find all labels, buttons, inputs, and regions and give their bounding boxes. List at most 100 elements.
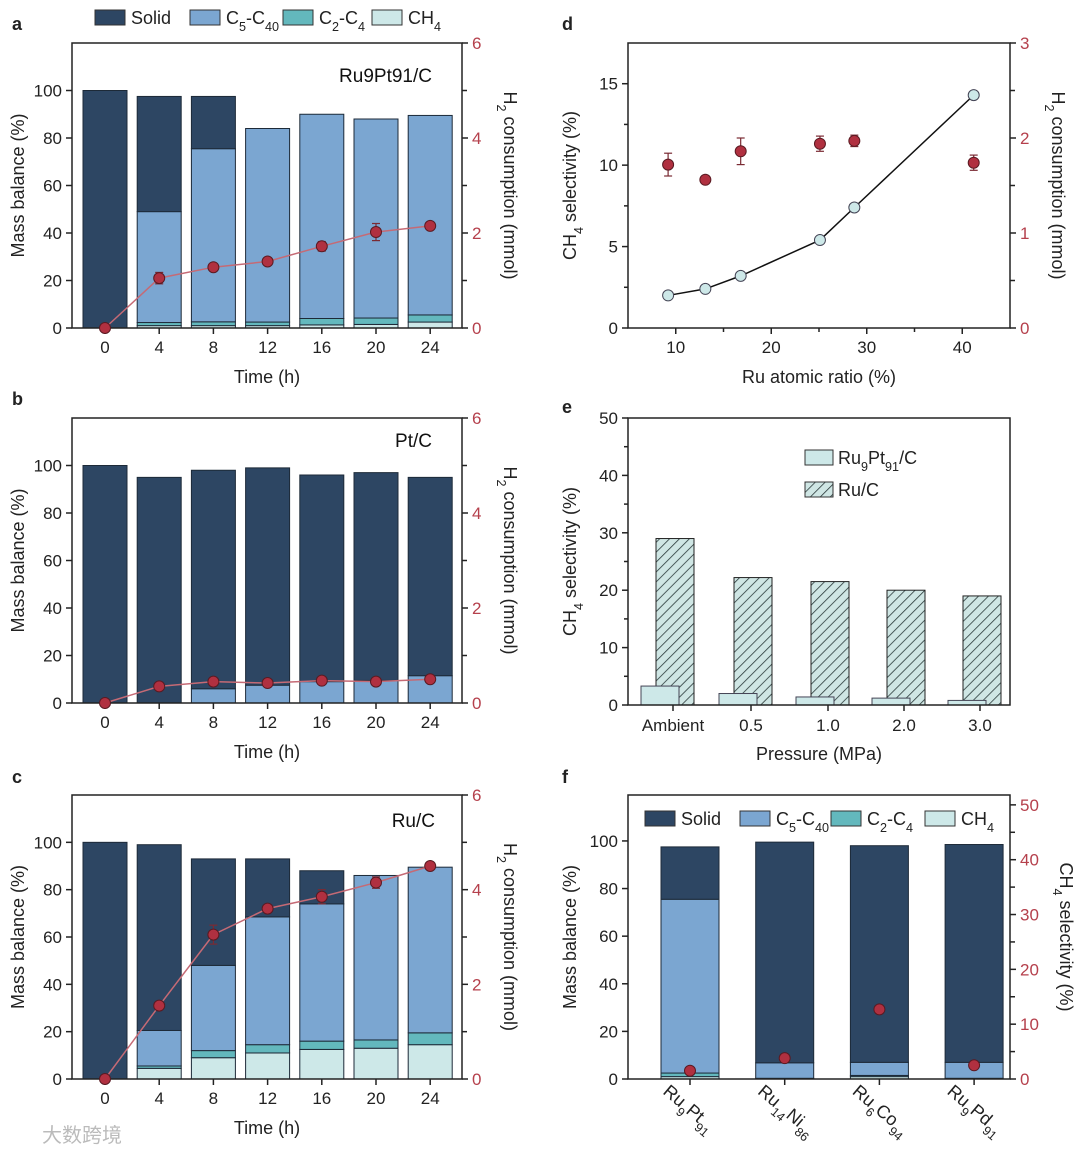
y-tick-label: 20 [599,1022,618,1041]
y-tick-label: 20 [43,272,62,291]
ch4-selectivity-point [813,234,826,247]
bar-segment-solid [136,476,182,704]
x-tick-label: 12 [258,1089,277,1108]
x-tick-label: 4 [154,338,163,357]
legend-label: C5-C40 [776,809,829,835]
y-tick-label: 30 [599,524,618,543]
h2-point [207,928,220,941]
bar-segment-c5-c40 [407,866,453,1034]
y2-tick-label: 4 [472,129,481,148]
y2-tick-label: 6 [472,409,481,428]
bar-segment-solid [407,476,453,677]
y2-tick-label: 2 [472,975,481,994]
legend-swatch [739,810,771,827]
h2-point [370,675,382,688]
ch4-selectivity-point [684,1064,696,1077]
x-tick-label: 24 [421,713,440,732]
y-axis-label: CH4 selectivity (%) [560,487,586,636]
bar-segment-ch4 [245,1052,291,1080]
bar-ru-c [962,595,1002,706]
bar-segment-c5-c40 [353,874,399,1041]
h2-point [424,219,437,232]
bar-segment-solid [190,858,236,966]
h2-point [315,890,328,903]
y-tick-label: 15 [599,75,618,94]
x-tick-label: 20 [367,1089,386,1108]
bar-segment-c5-c40 [849,1061,909,1076]
x-tick-label: Ru9Pd91 [940,1081,1007,1143]
legend-label: C2-C4 [319,8,365,34]
x-tick-label: 1.0 [816,716,840,735]
bar-segment-c2-c4 [353,1039,399,1049]
bar-ru-c [886,589,926,706]
y-axis-label: Mass balance (%) [8,488,28,632]
y-tick-label: 20 [43,1023,62,1042]
bar-segment-c5-c40 [190,148,236,323]
x-tick-label: 16 [312,1089,331,1108]
y2-axis-label: CH4 selectivity (%) [1050,862,1076,1011]
y2-tick-label: 2 [1020,129,1029,148]
legend-label: CH4 [961,809,994,835]
legend-swatch [644,810,676,827]
x-tick-label: 40 [953,338,972,357]
bar-segment-solid [190,95,236,150]
ch4-selectivity-point [848,201,861,214]
x-tick-label: 12 [258,713,277,732]
bar-segment-c5-c40 [190,688,236,704]
y-axis-label: Mass balance (%) [8,113,28,257]
bar-segment-solid [353,472,399,681]
h2-point [261,677,274,690]
x-tick-label: Ru6Co94 [845,1081,913,1144]
legend-label: C2-C4 [867,809,913,835]
bar-segment-c2-c4 [245,1044,291,1054]
bar-segment-c5-c40 [299,903,345,1042]
x-tick-label: 24 [421,1089,440,1108]
legend-swatch [189,9,221,26]
y-axis-label: Mass balance (%) [8,865,28,1009]
ch4-selectivity-point [967,89,980,102]
x-tick-label: Ambient [642,716,705,735]
legend-swatch [282,9,314,26]
bar-ru-c [655,538,695,706]
x-tick-label: 4 [154,1089,163,1108]
ch4-selectivity-point [778,1052,791,1065]
bar-segment-c2-c4 [245,321,291,327]
x-tick-label: 4 [154,713,163,732]
x-tick-label: 0 [100,338,109,357]
x-tick-label: 8 [209,1089,218,1108]
x-tick-label: 8 [209,338,218,357]
bar-segment-solid [82,465,128,704]
y2-tick-label: 2 [472,599,481,618]
annotation-panel-b: Pt/C [395,431,432,452]
bar-segment-ch4 [407,321,453,329]
panel-label: b [12,389,23,409]
bar-ru9pt91-c [795,696,835,706]
y-tick-label: 100 [34,457,62,476]
y-tick-label: 80 [43,129,62,148]
y-tick-label: 60 [599,927,618,946]
y2-tick-label: 0 [472,1070,481,1089]
y2-tick-label: 6 [472,34,481,53]
h2-point [153,680,166,693]
legend-label: Ru9Pt91/C [838,448,917,474]
bar-segment-solid [190,469,236,690]
annotation-panel-a: Ru9Pt91/C [339,66,432,87]
h2-point [370,876,382,889]
h2-point [734,145,747,158]
y-tick-label: 100 [34,82,62,101]
bar-segment-c5-c40 [245,916,291,1046]
x-tick-label: 20 [762,338,781,357]
bar-segment-c5-c40 [660,898,720,1074]
y-tick-label: 0 [53,1070,62,1089]
bar-segment-c5-c40 [245,128,291,323]
h2-point [261,255,274,268]
y-tick-label: 40 [43,975,62,994]
y-tick-label: 20 [43,647,62,666]
bar-ru9pt91-c [718,693,758,706]
bar-segment-ch4 [190,1057,236,1080]
y-tick-label: 100 [34,833,62,852]
x-tick-label: 10 [666,338,685,357]
y-tick-label: 0 [53,694,62,713]
y2-tick-label: 1 [1020,224,1029,243]
